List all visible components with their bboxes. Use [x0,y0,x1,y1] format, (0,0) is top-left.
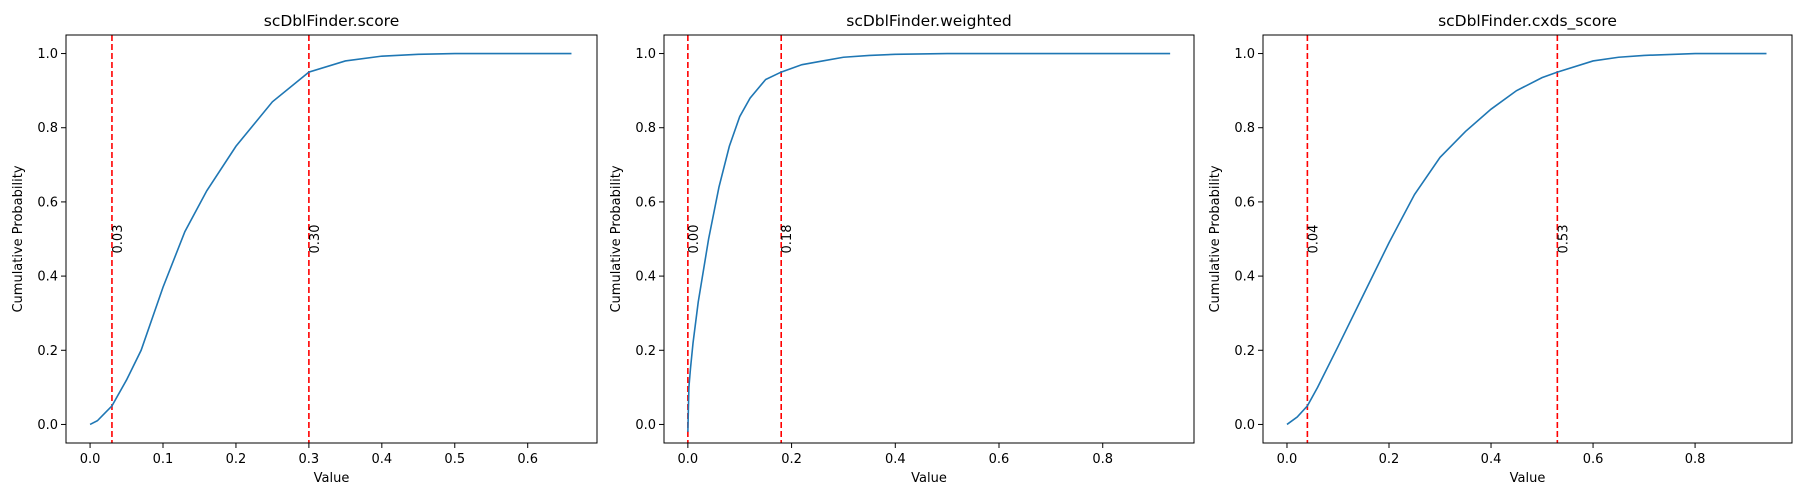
x-tick-label: 0.2 [226,452,247,467]
x-tick-label: 0.8 [1685,452,1706,467]
chart-panel-2: scDblFinder.weighted 0.00 0.18 0.0 0.2 0.4 0.6… [609,12,1195,486]
cdf-series-line [687,52,1171,432]
x-tick-label: 0.1 [153,452,174,467]
threshold-label: 0.04 [1306,225,1321,254]
chart-title: scDblFinder.score [264,12,400,30]
y-tick-label: 0.0 [37,418,58,433]
y-tick-label: 1.0 [37,47,58,62]
x-tick-label: 0.4 [1481,452,1502,467]
x-tick-label: 0.4 [371,452,392,467]
axes-frame [663,34,1195,444]
x-tick-label: 0.5 [444,452,465,467]
y-tick-label: 1.0 [635,47,656,62]
cdf-series-line [89,52,572,426]
chart-title: scDblFinder.cxds_score [1438,12,1617,31]
y-tick-label: 0.4 [37,270,58,285]
y-tick-label: 0.6 [635,195,656,210]
x-tick-label: 0.6 [1583,452,1604,467]
y-tick-label: 0.4 [1234,270,1255,285]
y-axis-label: Cumulative Probability [1208,165,1223,312]
cdf-series-line [1286,52,1767,426]
x-tick-label: 0.6 [989,452,1010,467]
x-tick-label: 0.0 [80,452,101,467]
y-tick-label: 0.2 [635,344,656,359]
threshold-label: 0.30 [308,225,323,254]
threshold-label: 0.03 [111,225,126,254]
x-tick-label: 0.8 [1092,452,1113,467]
axes-frame [65,34,598,444]
y-tick-label: 0.2 [1234,344,1255,359]
x-tick-label: 0.2 [781,452,802,467]
x-tick-label: 0.6 [517,452,538,467]
y-tick-label: 0.6 [1234,195,1255,210]
y-tick-label: 1.0 [1234,47,1255,62]
y-tick-label: 0.4 [635,270,656,285]
y-tick-label: 0.8 [37,121,58,136]
chart-panel-1: scDblFinder.score 0.03 0.30 0.0 0.1 0.2 0.3 0.4… [11,12,598,486]
threshold-label: 0.53 [1556,225,1571,254]
x-tick-label: 0.4 [885,452,906,467]
chart-title: scDblFinder.weighted [846,12,1011,30]
chart-panel-3: scDblFinder.cxds_score 0.04 0.53 0.0 0.2 0.4 0… [1208,12,1793,486]
y-axis-label: Cumulative Probability [11,165,26,312]
threshold-label: 0.18 [780,225,795,254]
y-tick-label: 0.8 [1234,121,1255,136]
x-axis-label: Value [1510,471,1546,486]
x-axis-label: Value [911,471,947,486]
threshold-label: 0.00 [687,225,702,254]
x-tick-label: 0.2 [1379,452,1400,467]
y-tick-label: 0.6 [37,195,58,210]
y-axis-label: Cumulative Probability [609,165,624,312]
x-axis-label: Value [314,471,350,486]
x-tick-label: 0.0 [1277,452,1298,467]
y-tick-label: 0.0 [1234,418,1255,433]
axes-frame [1262,34,1793,444]
y-tick-label: 0.0 [635,418,656,433]
x-tick-label: 0.3 [299,452,320,467]
y-tick-label: 0.8 [635,121,656,136]
x-tick-label: 0.0 [678,452,699,467]
y-tick-label: 0.2 [37,344,58,359]
